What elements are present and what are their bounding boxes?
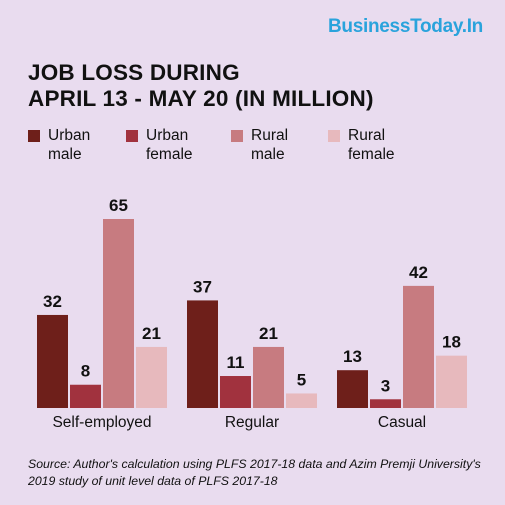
legend-label: Urban female: [146, 126, 193, 164]
legend-swatch: [231, 130, 243, 142]
bar-casual-urban-male: [337, 370, 368, 408]
chart-title: JOB LOSS DURING APRIL 13 - MAY 20 (IN MI…: [28, 60, 374, 112]
bar-regular-rural-female: [286, 393, 317, 408]
data-label: 37: [193, 277, 212, 296]
data-label: 32: [43, 292, 62, 311]
chart-title-line-2: APRIL 13 - MAY 20 (IN MILLION): [28, 86, 374, 111]
data-label: 8: [81, 362, 90, 381]
legend-label-line: female: [348, 146, 395, 163]
data-label: 13: [343, 347, 362, 366]
bar-self-employed-rural-male: [103, 219, 134, 408]
legend-label-line: female: [146, 146, 193, 163]
legend-label-line: Urban: [146, 127, 189, 144]
legend-label-line: Rural: [251, 127, 289, 144]
bar-regular-urban-female: [220, 376, 251, 408]
legend-label: Urban male: [48, 126, 90, 164]
legend-label-line: Urban: [48, 127, 91, 144]
bar-self-employed-rural-female: [136, 346, 167, 408]
data-label: 18: [442, 333, 461, 352]
data-label: 21: [142, 324, 161, 343]
legend-label: Rural female: [348, 126, 395, 164]
bar-casual-rural-female: [436, 355, 467, 408]
legend-swatch: [126, 130, 138, 142]
legend-label-line: male: [251, 146, 285, 163]
data-label: 5: [297, 370, 306, 389]
category-label: Self-employed: [52, 414, 151, 431]
legend-label-line: male: [48, 146, 82, 163]
bar-regular-urban-male: [187, 300, 218, 408]
category-label: Regular: [225, 414, 279, 431]
legend-label-line: Rural: [348, 127, 386, 144]
category-label: Casual: [378, 414, 426, 431]
legend-swatch: [28, 130, 40, 142]
legend-swatch: [328, 130, 340, 142]
data-label: 11: [227, 353, 245, 372]
brand-logo: BusinessToday.In: [328, 16, 483, 37]
legend-label: Rural male: [251, 126, 288, 164]
bar-casual-rural-male: [403, 285, 434, 408]
source-note: Source: Author's calculation using PLFS …: [28, 457, 481, 488]
legend: Urban male Urban female Rural male Rural…: [28, 126, 488, 170]
bar-self-employed-urban-male: [37, 314, 68, 408]
bar-self-employed-urban-female: [70, 384, 101, 408]
data-label: 65: [109, 196, 128, 215]
chart-title-line-1: JOB LOSS DURING: [28, 60, 240, 85]
data-label: 21: [259, 324, 278, 343]
bar-casual-urban-female: [370, 399, 401, 408]
data-label: 3: [381, 376, 390, 395]
bar-regular-rural-male: [253, 346, 284, 408]
data-label: 42: [409, 263, 428, 282]
